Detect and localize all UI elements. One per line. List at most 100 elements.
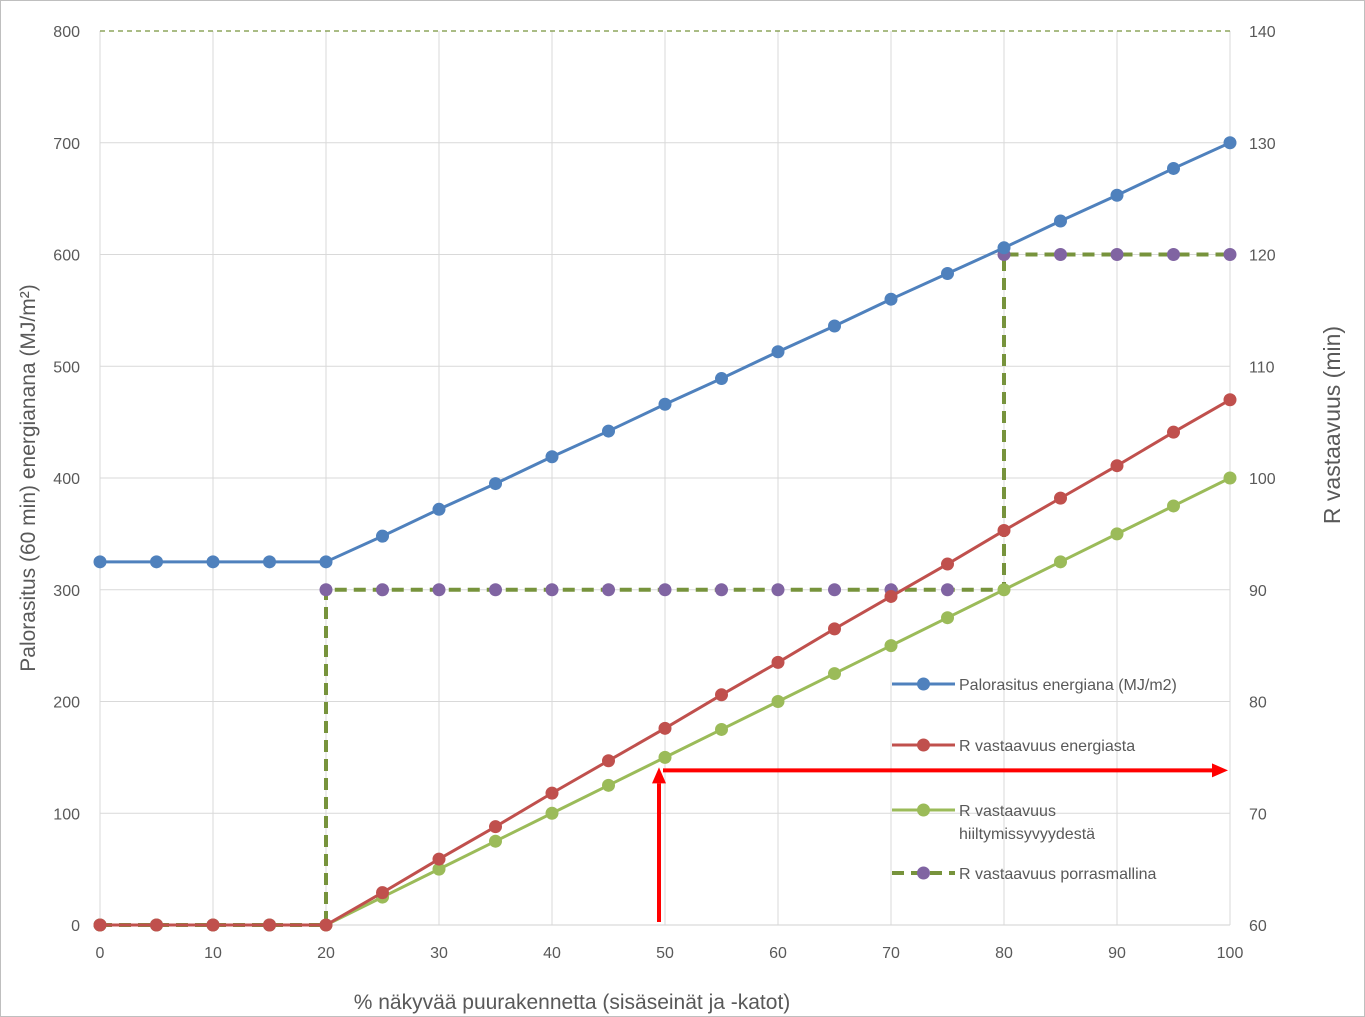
series-3-point xyxy=(715,722,728,736)
x-tick-label: 90 xyxy=(1108,945,1126,962)
series-4-point xyxy=(432,583,446,597)
y-tick-label: 600 xyxy=(53,248,80,265)
series-4-point xyxy=(602,583,615,597)
series-1-point xyxy=(206,555,220,569)
series-3-point xyxy=(658,750,672,764)
series-2-point xyxy=(1110,459,1124,473)
series-layer xyxy=(93,136,1237,932)
x-tick-label: 80 xyxy=(995,945,1013,962)
y-tick-label: 800 xyxy=(53,24,80,41)
y2-tick-label: 120 xyxy=(1249,248,1276,265)
series-1-point xyxy=(93,555,107,569)
legend-label-3: R vastaavuus xyxy=(959,803,1056,820)
series-3-point xyxy=(771,695,785,708)
y2-tick-label: 70 xyxy=(1249,806,1267,823)
series-1-point xyxy=(1223,136,1237,150)
series-2-point xyxy=(884,589,898,603)
series-2-point xyxy=(941,557,954,571)
series-1-point xyxy=(1110,188,1124,202)
legend-marker-4 xyxy=(917,866,930,880)
series-2-point xyxy=(715,688,728,702)
series-2-point xyxy=(263,918,276,932)
y-tick-label: 400 xyxy=(53,471,80,488)
series-2-point xyxy=(1223,393,1237,407)
series-1-point xyxy=(150,555,163,569)
series-4-point xyxy=(1223,248,1237,261)
series-3-point xyxy=(941,611,954,625)
series-3-point xyxy=(1223,471,1237,485)
y2-tick-label: 110 xyxy=(1249,359,1275,376)
series-2-point xyxy=(1167,425,1180,439)
legend-marker-1 xyxy=(917,677,930,691)
series-2-point xyxy=(1054,491,1067,505)
series-2-point xyxy=(602,754,615,768)
series-1-point xyxy=(771,345,785,359)
series-4-point xyxy=(828,583,841,597)
series-1-point xyxy=(941,266,954,280)
y2-tick-label: 100 xyxy=(1249,471,1276,488)
series-3-point xyxy=(1110,527,1124,541)
series-4-point xyxy=(545,583,559,597)
series-1-point xyxy=(489,477,502,491)
series-1-point xyxy=(715,372,728,386)
y-tick-label: 0 xyxy=(71,918,80,935)
x-tick-label: 40 xyxy=(543,945,561,962)
series-3-point xyxy=(828,667,841,681)
series-3-point xyxy=(884,639,898,653)
x-tick-label: 30 xyxy=(430,945,448,962)
x-tick-label: 100 xyxy=(1217,945,1244,962)
x-tick-label: 0 xyxy=(96,945,105,962)
series-4-point xyxy=(1167,248,1180,261)
legend-marker-2 xyxy=(917,738,930,752)
x-tick-label: 50 xyxy=(656,945,674,962)
legend: Palorasitus energiana (MJ/m2) R vastaavuu… xyxy=(892,677,1177,883)
series-1-point xyxy=(1167,161,1180,175)
annotations-layer xyxy=(652,763,1228,922)
x-tick-label: 20 xyxy=(317,945,335,962)
series-3-point xyxy=(545,806,559,820)
series-3-point xyxy=(997,583,1011,597)
series-1-point xyxy=(319,555,333,569)
y2-tick-label: 60 xyxy=(1249,918,1267,935)
series-3-point xyxy=(602,778,615,792)
series-2-point xyxy=(150,918,163,932)
legend-label-4: R vastaavuus porrasmallina xyxy=(959,866,1157,883)
y2-tick-label: 90 xyxy=(1249,583,1267,600)
series-4-point xyxy=(941,583,954,597)
y-tick-label: 500 xyxy=(53,359,80,376)
series-4-point xyxy=(715,583,728,597)
series-4-point xyxy=(1054,248,1067,261)
series-2-point xyxy=(376,886,389,900)
series-3-point xyxy=(432,862,446,876)
series-4-point xyxy=(489,583,502,597)
series-4-point xyxy=(658,583,672,597)
series-1-point xyxy=(602,424,615,438)
red-arrow-head xyxy=(1212,763,1228,778)
series-2-point xyxy=(93,918,107,932)
legend-marker-3 xyxy=(917,803,930,817)
x-tick-label: 60 xyxy=(769,945,787,962)
y-tick-label: 100 xyxy=(53,806,80,823)
series-1-point xyxy=(263,555,276,569)
y-axis-title: Palorasitus (60 min) energianana (MJ/m²) xyxy=(17,284,40,671)
series-2-point xyxy=(997,524,1011,538)
y2-axis-title: R vastaavuus (min) xyxy=(1319,326,1345,524)
legend-label-3: hiiltymissyvyydestä xyxy=(959,826,1095,843)
series-2-point xyxy=(432,852,446,866)
y-tick-label: 300 xyxy=(53,583,80,600)
tick-labels: 0 10 20 30 40 50 60 70 80 90 100 0 100 200 300 400 500 60… xyxy=(53,24,1276,962)
series-2-point xyxy=(658,721,672,735)
series-1-point xyxy=(997,241,1011,255)
series-4-point xyxy=(1110,248,1124,261)
series-3-point xyxy=(1054,555,1067,569)
series-4-point xyxy=(771,583,785,597)
series-2-point xyxy=(771,655,785,669)
series-2-point xyxy=(319,918,333,932)
series-1-point xyxy=(884,292,898,306)
red-arrow-head xyxy=(652,767,666,784)
series-1-point xyxy=(376,529,389,543)
legend-label-2: R vastaavuus energiasta xyxy=(959,738,1135,755)
y2-tick-label: 80 xyxy=(1249,695,1267,712)
